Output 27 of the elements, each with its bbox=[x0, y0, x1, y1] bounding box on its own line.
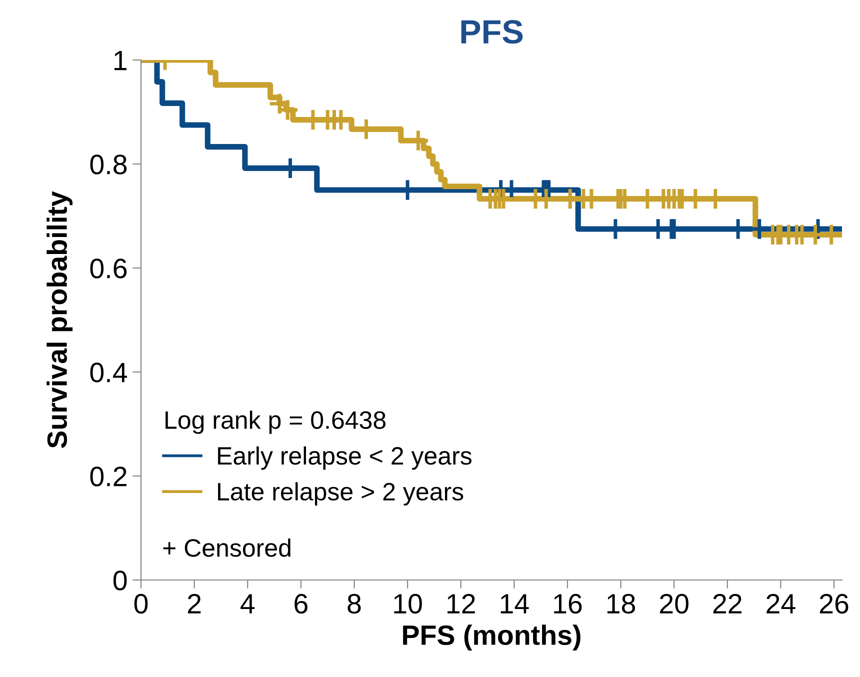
x-tick-label: 18 bbox=[607, 594, 636, 614]
x-axis-title: PFS (months) bbox=[403, 624, 580, 651]
x-tick-label: 22 bbox=[713, 594, 742, 614]
x-tick-label: 12 bbox=[448, 594, 475, 614]
x-tick-label: 24 bbox=[766, 594, 796, 614]
y-tick-label: 0.6 bbox=[90, 258, 127, 278]
x-tick-label: 16 bbox=[554, 594, 582, 614]
x-tick-label: 6 bbox=[294, 594, 308, 614]
y-tick-label: 1 bbox=[114, 50, 126, 70]
legend-label: Early relapse < 2 years bbox=[218, 446, 472, 470]
x-tick-label: 20 bbox=[660, 594, 688, 614]
x-tick-label: 0 bbox=[134, 594, 148, 614]
y-tick-label: 0.2 bbox=[90, 466, 126, 486]
x-tick-label: 4 bbox=[240, 594, 255, 614]
x-tick-label: 8 bbox=[348, 594, 361, 614]
x-tick-label: 14 bbox=[500, 594, 529, 614]
x-tick-label: 2 bbox=[188, 594, 201, 614]
x-tick-label: 26 bbox=[820, 594, 848, 614]
legend-label: Late relapse > 2 years bbox=[218, 482, 464, 506]
y-axis-title: Survival probability bbox=[46, 191, 73, 448]
annotation: + Censored bbox=[163, 538, 290, 557]
y-tick-label: 0.4 bbox=[90, 362, 127, 382]
x-tick-label: 10 bbox=[394, 594, 422, 614]
y-tick-label: 0 bbox=[113, 570, 127, 590]
y-tick-label: 0.8 bbox=[90, 154, 127, 174]
legend-title: Log rank p = 0.6438 bbox=[166, 410, 386, 434]
chart-title: PFS bbox=[461, 20, 523, 44]
